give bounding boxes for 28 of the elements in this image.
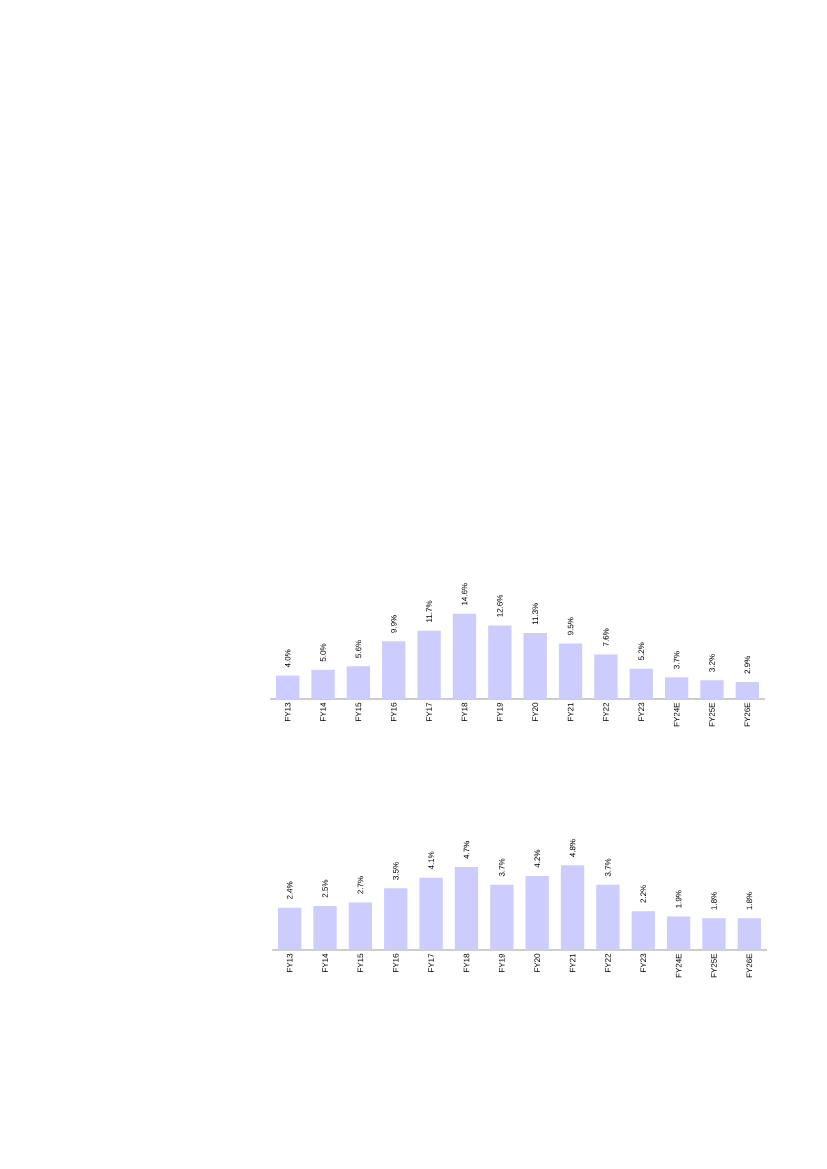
bar — [702, 918, 726, 950]
bar — [664, 677, 689, 699]
bar — [417, 630, 441, 699]
bar — [594, 654, 618, 699]
bar — [452, 613, 477, 699]
bar — [348, 902, 373, 950]
bar — [596, 884, 620, 950]
bar — [631, 911, 655, 950]
bar — [737, 918, 761, 950]
bar — [490, 884, 514, 950]
bar — [276, 675, 300, 699]
bar — [488, 625, 512, 699]
bar — [700, 680, 724, 699]
bar — [346, 666, 371, 699]
bar — [419, 877, 443, 950]
bar — [311, 669, 335, 699]
bar — [560, 865, 585, 950]
bar — [384, 888, 408, 950]
bar — [666, 916, 691, 950]
bar — [629, 668, 653, 699]
bar — [735, 682, 759, 699]
bar — [525, 875, 549, 950]
bar — [558, 643, 583, 699]
bar — [278, 907, 302, 950]
bar — [523, 632, 547, 699]
bar — [382, 641, 406, 699]
bar — [454, 867, 479, 950]
bar — [313, 905, 337, 950]
